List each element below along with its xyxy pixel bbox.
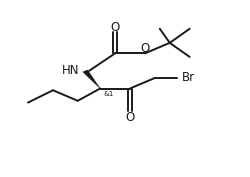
Text: &1: &1 <box>104 91 114 97</box>
Text: O: O <box>110 21 120 33</box>
Text: Br: Br <box>182 72 195 84</box>
Text: HN: HN <box>62 64 79 78</box>
Text: O: O <box>140 42 149 55</box>
Polygon shape <box>83 70 100 88</box>
Text: O: O <box>125 111 134 124</box>
